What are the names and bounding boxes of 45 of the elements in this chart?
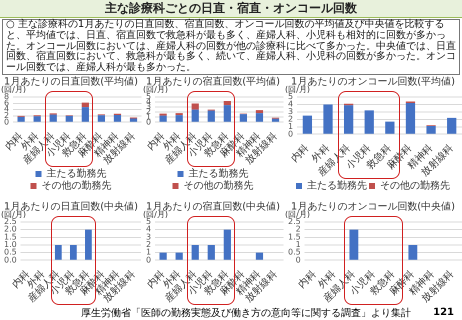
y-tick-label: 2.5: [4, 217, 17, 226]
y-axis-title: (回/月): [1, 85, 26, 94]
y-axis-title: (回/月): [285, 210, 310, 220]
y-tick-label: 1: [296, 240, 301, 250]
legend-label: 主たる勤務先: [46, 168, 106, 180]
y-tick-label: 0.0: [4, 255, 17, 264]
y-axis-title: (回/月): [285, 85, 310, 94]
y-tick-label: 3: [288, 106, 294, 116]
y-tick-label: 6: [4, 98, 10, 108]
legend-label: その他の勤務先: [42, 180, 112, 192]
legend-label: その他の勤務先: [380, 180, 450, 192]
y-tick-label: 4: [288, 100, 294, 109]
y-tick-label: 1.5: [4, 232, 17, 242]
y-tick-label: 4: [146, 224, 152, 234]
y-tick-label: 2.0: [4, 224, 17, 234]
text: 厚生労働省「医師の勤務実態及び働き方の意向等に関する調査」より集計: [81, 306, 412, 320]
y-tick-label: 2.5: [288, 217, 301, 226]
y-tick-label: 0: [296, 255, 301, 264]
y-tick-label: 1: [146, 248, 152, 257]
y-axis-title: (回/月): [1, 210, 26, 220]
y-axis-title: (回/月): [143, 210, 168, 220]
legend-label: その他の勤務先: [184, 180, 254, 192]
y-tick-label: 1.0: [4, 240, 17, 250]
y-tick-label: 5: [146, 217, 152, 226]
y-tick-label: 0.5: [288, 248, 301, 257]
y-tick-label: 0: [4, 117, 10, 126]
text: 121: [433, 307, 454, 318]
y-tick-label: 0.5: [4, 248, 17, 257]
y-tick-label: 2: [288, 114, 294, 124]
y-tick-label: 1.5: [288, 232, 301, 242]
y-tick-label: 1: [288, 122, 294, 131]
legend-label: 主たる勤務先: [307, 180, 367, 192]
y-tick-label: 0: [288, 129, 294, 138]
y-tick-label: 2: [296, 224, 301, 234]
y-tick-label: 5: [288, 92, 294, 102]
y-tick-label: 2: [4, 111, 10, 120]
legend-label: 主たる勤務先: [188, 168, 248, 180]
x-tick-label: 内科: [288, 142, 312, 165]
y-tick-label: 3: [146, 232, 152, 242]
y-axis-title: (回/月): [143, 85, 168, 94]
y-tick-label: 2: [146, 240, 152, 250]
x-tick-label: 内科: [296, 268, 319, 291]
text: 主な診療科ごとの日直・宿直・オンコール回数: [0, 0, 462, 18]
y-tick-label: 0: [146, 255, 152, 264]
text: ○ 主な診療科の1月あたりの日直回数、宿直回数、オンコール回数の平均値及び中央値を比較すると、平均値では、日直、宿直回数で救急科が最も多く、産婦人科、小児科も相対的に回数が多かった。オンコール回数においては、産婦人科の回数が他の診療科に比べて多かった。中央値では、日直回数、宿直回数において、救急科が最も多く、続いて、産婦人科、小児科の回数が多かった。オンコール回数では、産婦人科が最も多かった。: [2, 19, 460, 75]
